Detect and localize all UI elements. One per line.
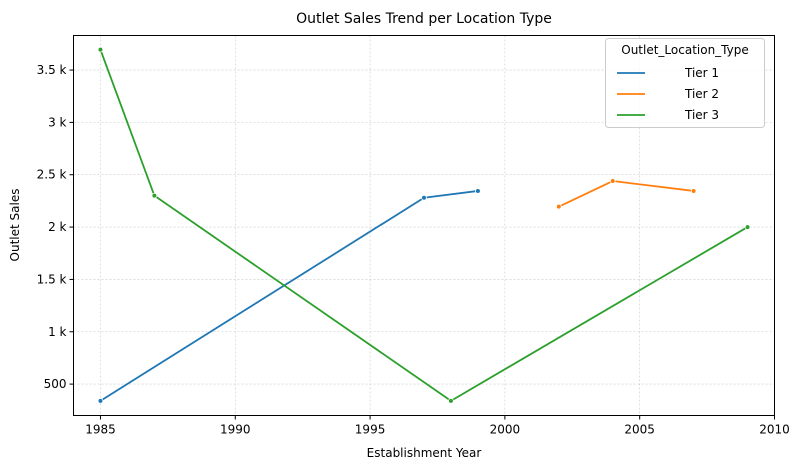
series-layer	[97, 46, 751, 404]
legend-box	[605, 38, 765, 128]
series-tier-3	[97, 46, 751, 404]
data-point-tier-3	[448, 398, 454, 404]
data-point-tier-2	[609, 178, 616, 184]
data-point-tier-2	[556, 203, 562, 210]
y-axis: 500 1 k 1.5 k 2 k 2.5 k 3 k 3.5 k	[37, 63, 74, 391]
data-point-tier-3	[744, 224, 751, 230]
x-axis-label: Establishment Year	[367, 446, 482, 460]
data-point-tier-1	[97, 398, 104, 404]
x-tick-label: 2000	[490, 423, 521, 437]
y-tick-label: 1.5 k	[37, 272, 67, 286]
legend-item-tier-1: Tier 1	[617, 66, 719, 80]
data-point-tier-3	[151, 192, 158, 199]
x-tick-label: 1995	[355, 423, 386, 437]
chart-title: Outlet Sales Trend per Location Type	[296, 11, 552, 27]
data-point-tier-1	[421, 194, 427, 201]
data-point-tier-3	[97, 46, 104, 53]
y-tick-label: 3.5 k	[37, 63, 67, 77]
legend-item-tier-3: Tier 3	[617, 108, 719, 122]
y-tick-label: 500	[44, 377, 67, 391]
series-line-tier-3	[99, 48, 749, 402]
legend-label-tier-1: Tier 1	[684, 66, 719, 80]
y-axis-label: Outlet Sales	[8, 189, 22, 262]
x-tick-label: 1985	[85, 423, 116, 437]
legend: Outlet_Location_Type Tier 1 Tier 2 Tier 3	[605, 38, 765, 128]
x-tick-label: 2005	[624, 423, 655, 437]
data-point-tier-1	[475, 188, 481, 194]
y-tick-label: 1 k	[48, 325, 66, 339]
legend-label-tier-2: Tier 2	[684, 87, 719, 101]
series-tier-2	[556, 178, 697, 210]
x-axis: 1985 1990 1995 2000 2005 2010	[85, 415, 790, 437]
y-tick-label: 2 k	[48, 220, 66, 234]
series-tier-1	[97, 188, 481, 404]
x-tick-label: 2010	[759, 423, 790, 437]
data-point-tier-2	[690, 188, 697, 194]
y-tick-label: 2.5 k	[37, 168, 67, 182]
x-tick-label: 1990	[220, 423, 251, 437]
legend-items: Tier 1 Tier 2 Tier 3	[617, 66, 719, 122]
legend-title: Outlet_Location_Type	[621, 43, 749, 57]
y-tick-label: 3 k	[48, 115, 66, 129]
plot-frame	[73, 35, 775, 416]
legend-item-tier-2: Tier 2	[617, 87, 719, 101]
legend-label-tier-3: Tier 3	[684, 108, 719, 122]
